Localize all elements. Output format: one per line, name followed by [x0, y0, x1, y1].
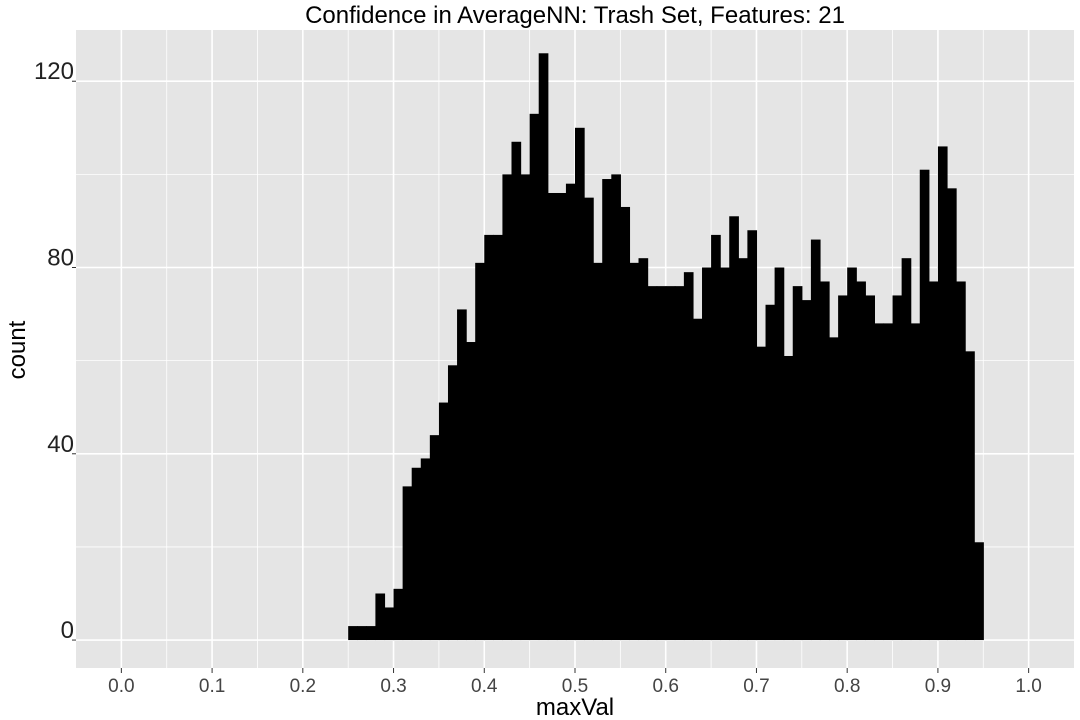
x-tick-label: 0.7: [743, 676, 769, 697]
histogram-bar: [974, 542, 984, 641]
x-axis-title: maxVal: [536, 694, 614, 720]
histogram-bar: [829, 337, 839, 641]
histogram-bar: [692, 318, 703, 641]
x-tick-label: 0.6: [653, 676, 679, 697]
histogram-bar: [910, 323, 921, 641]
histogram-bar: [602, 179, 612, 641]
x-tick-label: 0.4: [471, 676, 498, 697]
histogram-bar: [874, 323, 885, 641]
histogram-bar: [883, 323, 894, 641]
histogram-bar: [901, 258, 912, 641]
histogram-bar: [774, 267, 785, 641]
histogram-bar: [720, 267, 730, 641]
x-tick-label: 0.0: [108, 676, 134, 697]
x-tick-label: 0.3: [380, 676, 406, 697]
histogram-bar: [420, 458, 431, 641]
histogram-bar: [620, 206, 631, 641]
histogram-bar: [538, 53, 549, 641]
histogram-bar: [484, 234, 494, 641]
histogram-bar: [493, 234, 504, 641]
histogram-bar: [656, 286, 667, 641]
histogram-bar: [357, 626, 367, 641]
x-tick-label: 0.2: [290, 676, 316, 697]
y-tick-label: 40: [47, 431, 74, 458]
histogram-bar: [937, 146, 948, 641]
histogram-bar: [674, 286, 685, 641]
y-tick-label: 0: [61, 617, 74, 644]
x-tick-label: 1.0: [1015, 676, 1041, 697]
histogram-bar: [729, 216, 739, 641]
histogram-bar: [819, 281, 830, 641]
histogram-bar: [946, 188, 957, 641]
y-tick-label: 80: [47, 245, 74, 272]
histogram-bar: [402, 486, 413, 641]
histogram-bar: [647, 286, 658, 641]
histogram-bar: [702, 267, 712, 641]
histogram-bar: [429, 435, 440, 641]
histogram-bar: [411, 467, 422, 641]
histogram-bar: [838, 295, 848, 641]
histogram-bar: [629, 262, 640, 641]
histogram-bar: [466, 342, 476, 641]
histogram-bar: [783, 355, 794, 641]
histogram-bar: [584, 197, 594, 641]
histogram-bar: [384, 607, 395, 641]
histogram-bar: [928, 281, 939, 641]
histogram-bar: [638, 258, 649, 641]
histogram-bar: [765, 304, 776, 641]
histogram-bar: [438, 402, 449, 641]
histogram-bar: [393, 588, 404, 641]
histogram-bar: [611, 174, 621, 641]
x-tick-label: 0.9: [925, 676, 951, 697]
y-axis-title: count: [4, 320, 31, 379]
histogram-bar: [965, 351, 975, 641]
histogram-bar: [665, 286, 676, 641]
histogram-bar: [856, 281, 866, 641]
histogram-bar: [810, 239, 821, 641]
histogram-bar: [593, 262, 603, 641]
y-axis-ticks: 0 40 80 120: [34, 58, 76, 644]
histogram-bar: [502, 174, 513, 641]
x-tick-label: 0.1: [199, 676, 225, 697]
histogram-bar: [520, 174, 531, 641]
histogram-bar: [575, 127, 585, 641]
histogram-bar: [683, 272, 694, 641]
histogram-bar: [547, 192, 558, 641]
histogram-bar: [865, 295, 875, 641]
histogram-bar: [348, 626, 358, 641]
histogram-bar: [792, 286, 803, 641]
histogram-bar: [565, 183, 576, 641]
histogram-bar: [457, 309, 467, 641]
histogram-bar: [556, 192, 567, 641]
histogram-bar: [511, 141, 522, 641]
histogram-bar: [847, 267, 857, 641]
histogram-bar: [892, 295, 903, 641]
x-axis-ticks: 0.0 0.1 0.2 0.3 0.4 0.5 0.6 0.7 0.8 0.9 1.0: [108, 668, 1042, 697]
histogram-bar: [366, 626, 376, 641]
histogram-bar: [738, 258, 748, 641]
histogram-bar: [956, 281, 966, 641]
histogram-bar: [529, 113, 540, 641]
histogram-bar: [475, 262, 485, 641]
histogram-bar: [711, 234, 721, 641]
histogram-bar: [447, 365, 458, 641]
histogram-bar: [747, 230, 758, 641]
x-tick-label: 0.5: [562, 676, 588, 697]
histogram-bar: [756, 346, 767, 641]
histogram-bar: [801, 300, 812, 641]
y-tick-label: 120: [34, 58, 74, 85]
chart-title: Confidence in AverageNN: Trash Set, Feat…: [305, 2, 845, 29]
histogram-bars: [348, 53, 984, 641]
x-tick-label: 0.8: [834, 676, 860, 697]
histogram-bar: [375, 593, 386, 641]
histogram-bar: [919, 169, 930, 641]
